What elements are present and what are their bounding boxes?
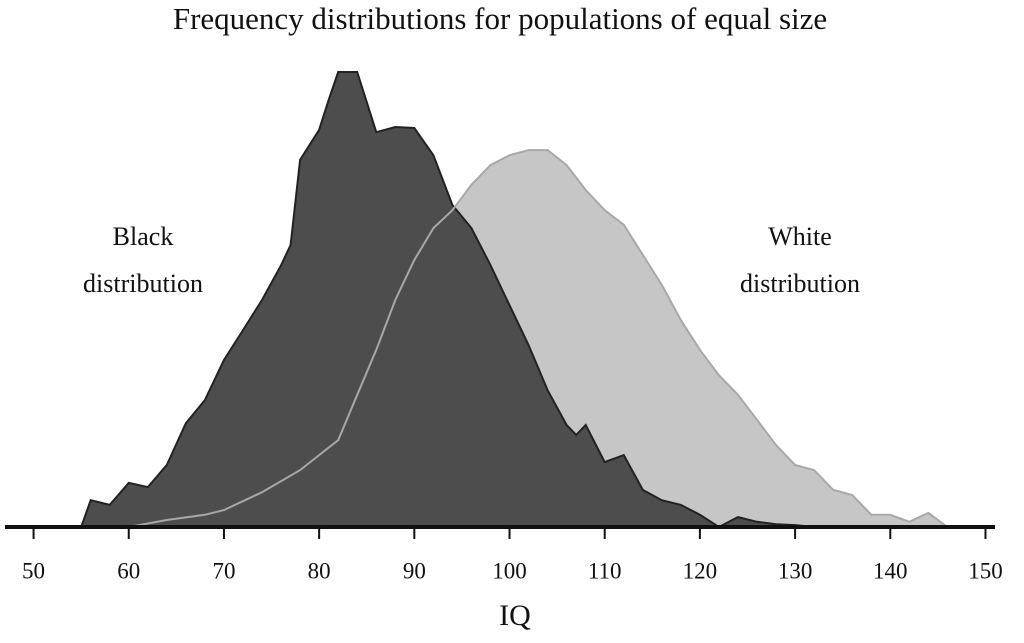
x-tick-label: 70: [212, 558, 235, 583]
area: [128, 150, 948, 527]
x-tick-label: 100: [492, 558, 527, 583]
series-label: White distribution: [740, 222, 860, 298]
x-tick-label: 50: [22, 558, 45, 583]
chart-title: Frequency distributions for populations …: [173, 1, 827, 36]
x-tick-label: 80: [308, 558, 331, 583]
series-label: Black distribution: [83, 222, 203, 298]
x-tick-label: 110: [588, 558, 622, 583]
x-tick-label: 130: [778, 558, 813, 583]
x-axis-label: IQ: [499, 599, 531, 632]
x-tick-label: 150: [968, 558, 1003, 583]
x-tick-label: 60: [117, 558, 140, 583]
area-outline: [128, 149, 948, 528]
x-tick-label: 140: [873, 558, 908, 583]
x-tick-label: 90: [403, 558, 426, 583]
area: [80, 71, 815, 529]
x-tick-label: 120: [683, 558, 718, 583]
